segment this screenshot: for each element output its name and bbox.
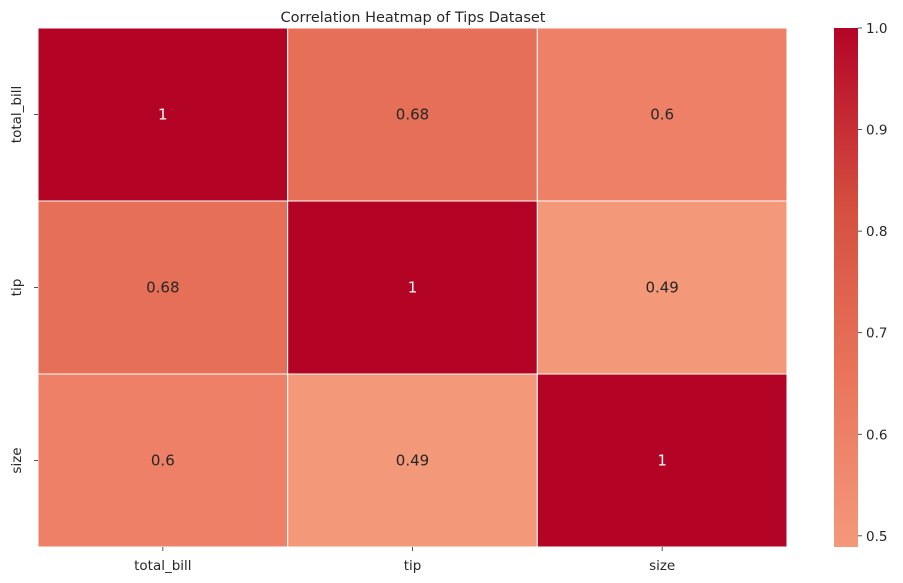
cell-value-label: 1 — [158, 106, 168, 124]
cell-value-label: 0.68 — [146, 279, 179, 297]
cell-value-label: 0.68 — [396, 106, 429, 124]
x-axis-ticks: total_bill tip size — [134, 547, 675, 574]
y-tick-label: size — [9, 447, 25, 473]
colorbar-tick-label: 0.6 — [866, 427, 887, 443]
x-tick-label: tip — [404, 558, 422, 574]
x-tick-label: size — [649, 558, 675, 574]
heatmap-cell — [37, 373, 289, 548]
cell-value-label: 0.49 — [396, 452, 429, 470]
cell-value-label: 0.49 — [645, 279, 678, 297]
heatmap-cell-labels: 1 0.68 0.6 0.68 1 0.49 0.6 0.49 1 — [146, 106, 679, 470]
cell-value-label: 0.6 — [151, 452, 175, 470]
x-tick-label: total_bill — [134, 558, 191, 574]
colorbar-tick-label: 0.8 — [866, 224, 887, 240]
chart-title: Correlation Heatmap of Tips Dataset — [281, 10, 546, 26]
colorbar-tick-label: 0.9 — [866, 123, 887, 139]
heatmap-cell — [287, 373, 538, 548]
colorbar-tick-label: 0.7 — [866, 326, 887, 342]
colorbar-tick-label: 1.0 — [866, 21, 887, 37]
heatmap-cell — [287, 200, 538, 375]
heatmap-cell — [536, 200, 788, 375]
cell-value-label: 0.6 — [650, 106, 674, 124]
colorbar: 0.5 0.6 0.7 0.8 0.9 1.0 — [834, 21, 887, 547]
heatmap-cell — [536, 27, 788, 202]
cell-value-label: 1 — [408, 279, 418, 297]
heatmap-cell — [37, 27, 289, 202]
cell-value-label: 1 — [657, 452, 667, 470]
y-tick-label: tip — [9, 279, 25, 297]
heatmap-cell — [287, 27, 538, 202]
heatmap-cell — [37, 200, 289, 375]
colorbar-gradient — [834, 28, 858, 547]
colorbar-tick-label: 0.5 — [866, 529, 887, 545]
y-tick-label: total_bill — [9, 86, 25, 143]
heatmap-cells — [37, 27, 788, 548]
